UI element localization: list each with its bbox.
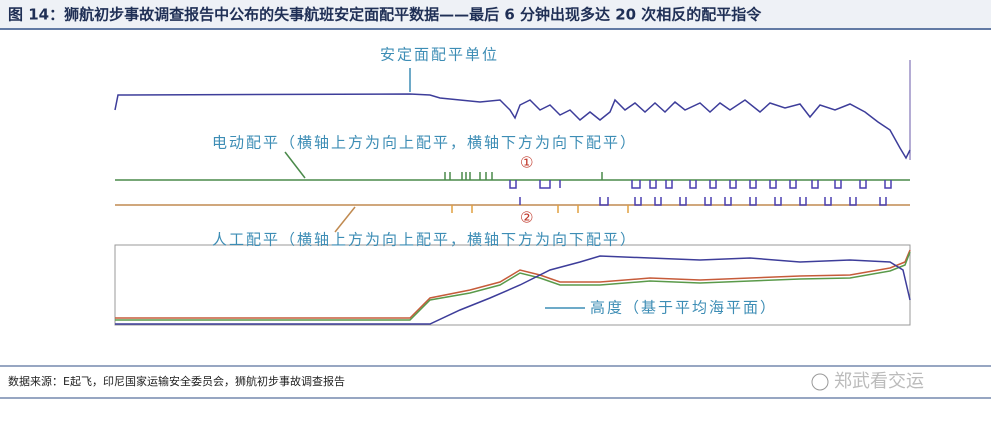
title-bar — [0, 0, 991, 28]
manual-trim-pulses — [451, 205, 629, 213]
electric-trim-down — [509, 180, 892, 189]
marker: ① — [520, 154, 535, 172]
pointer — [334, 206, 356, 233]
watermark: 郑武看交运 — [834, 371, 924, 392]
manual-trim-marks — [519, 197, 887, 206]
pointer — [284, 151, 306, 179]
annotation: 安定面配平单位 — [380, 46, 499, 64]
traces — [114, 60, 911, 326]
source-note: 数据来源：E起飞，印尼国家运输安全委员会，狮航初步事故调查报告 — [8, 374, 345, 388]
watermark-icon — [811, 373, 829, 391]
speed-trace-1 — [115, 249, 911, 319]
altitude-trace — [115, 255, 911, 325]
speed-trace-2 — [115, 251, 911, 321]
trim-trace — [114, 93, 911, 160]
electric-trim-up — [444, 172, 603, 180]
annotation: 人工配平（横轴上方为向上配平，横轴下方为向下配平） — [212, 231, 637, 249]
annotation: 电动配平（横轴上方为向上配平，横轴下方为向下配平） — [212, 134, 637, 152]
altitude-frame — [114, 244, 911, 326]
annotation: 高度（基于平均海平面） — [590, 299, 777, 317]
figure-title: 图 14：狮航初步事故调查报告中公布的失事航班安定面配平数据——最后 6 分钟出… — [8, 6, 762, 24]
marker: ② — [520, 209, 535, 227]
